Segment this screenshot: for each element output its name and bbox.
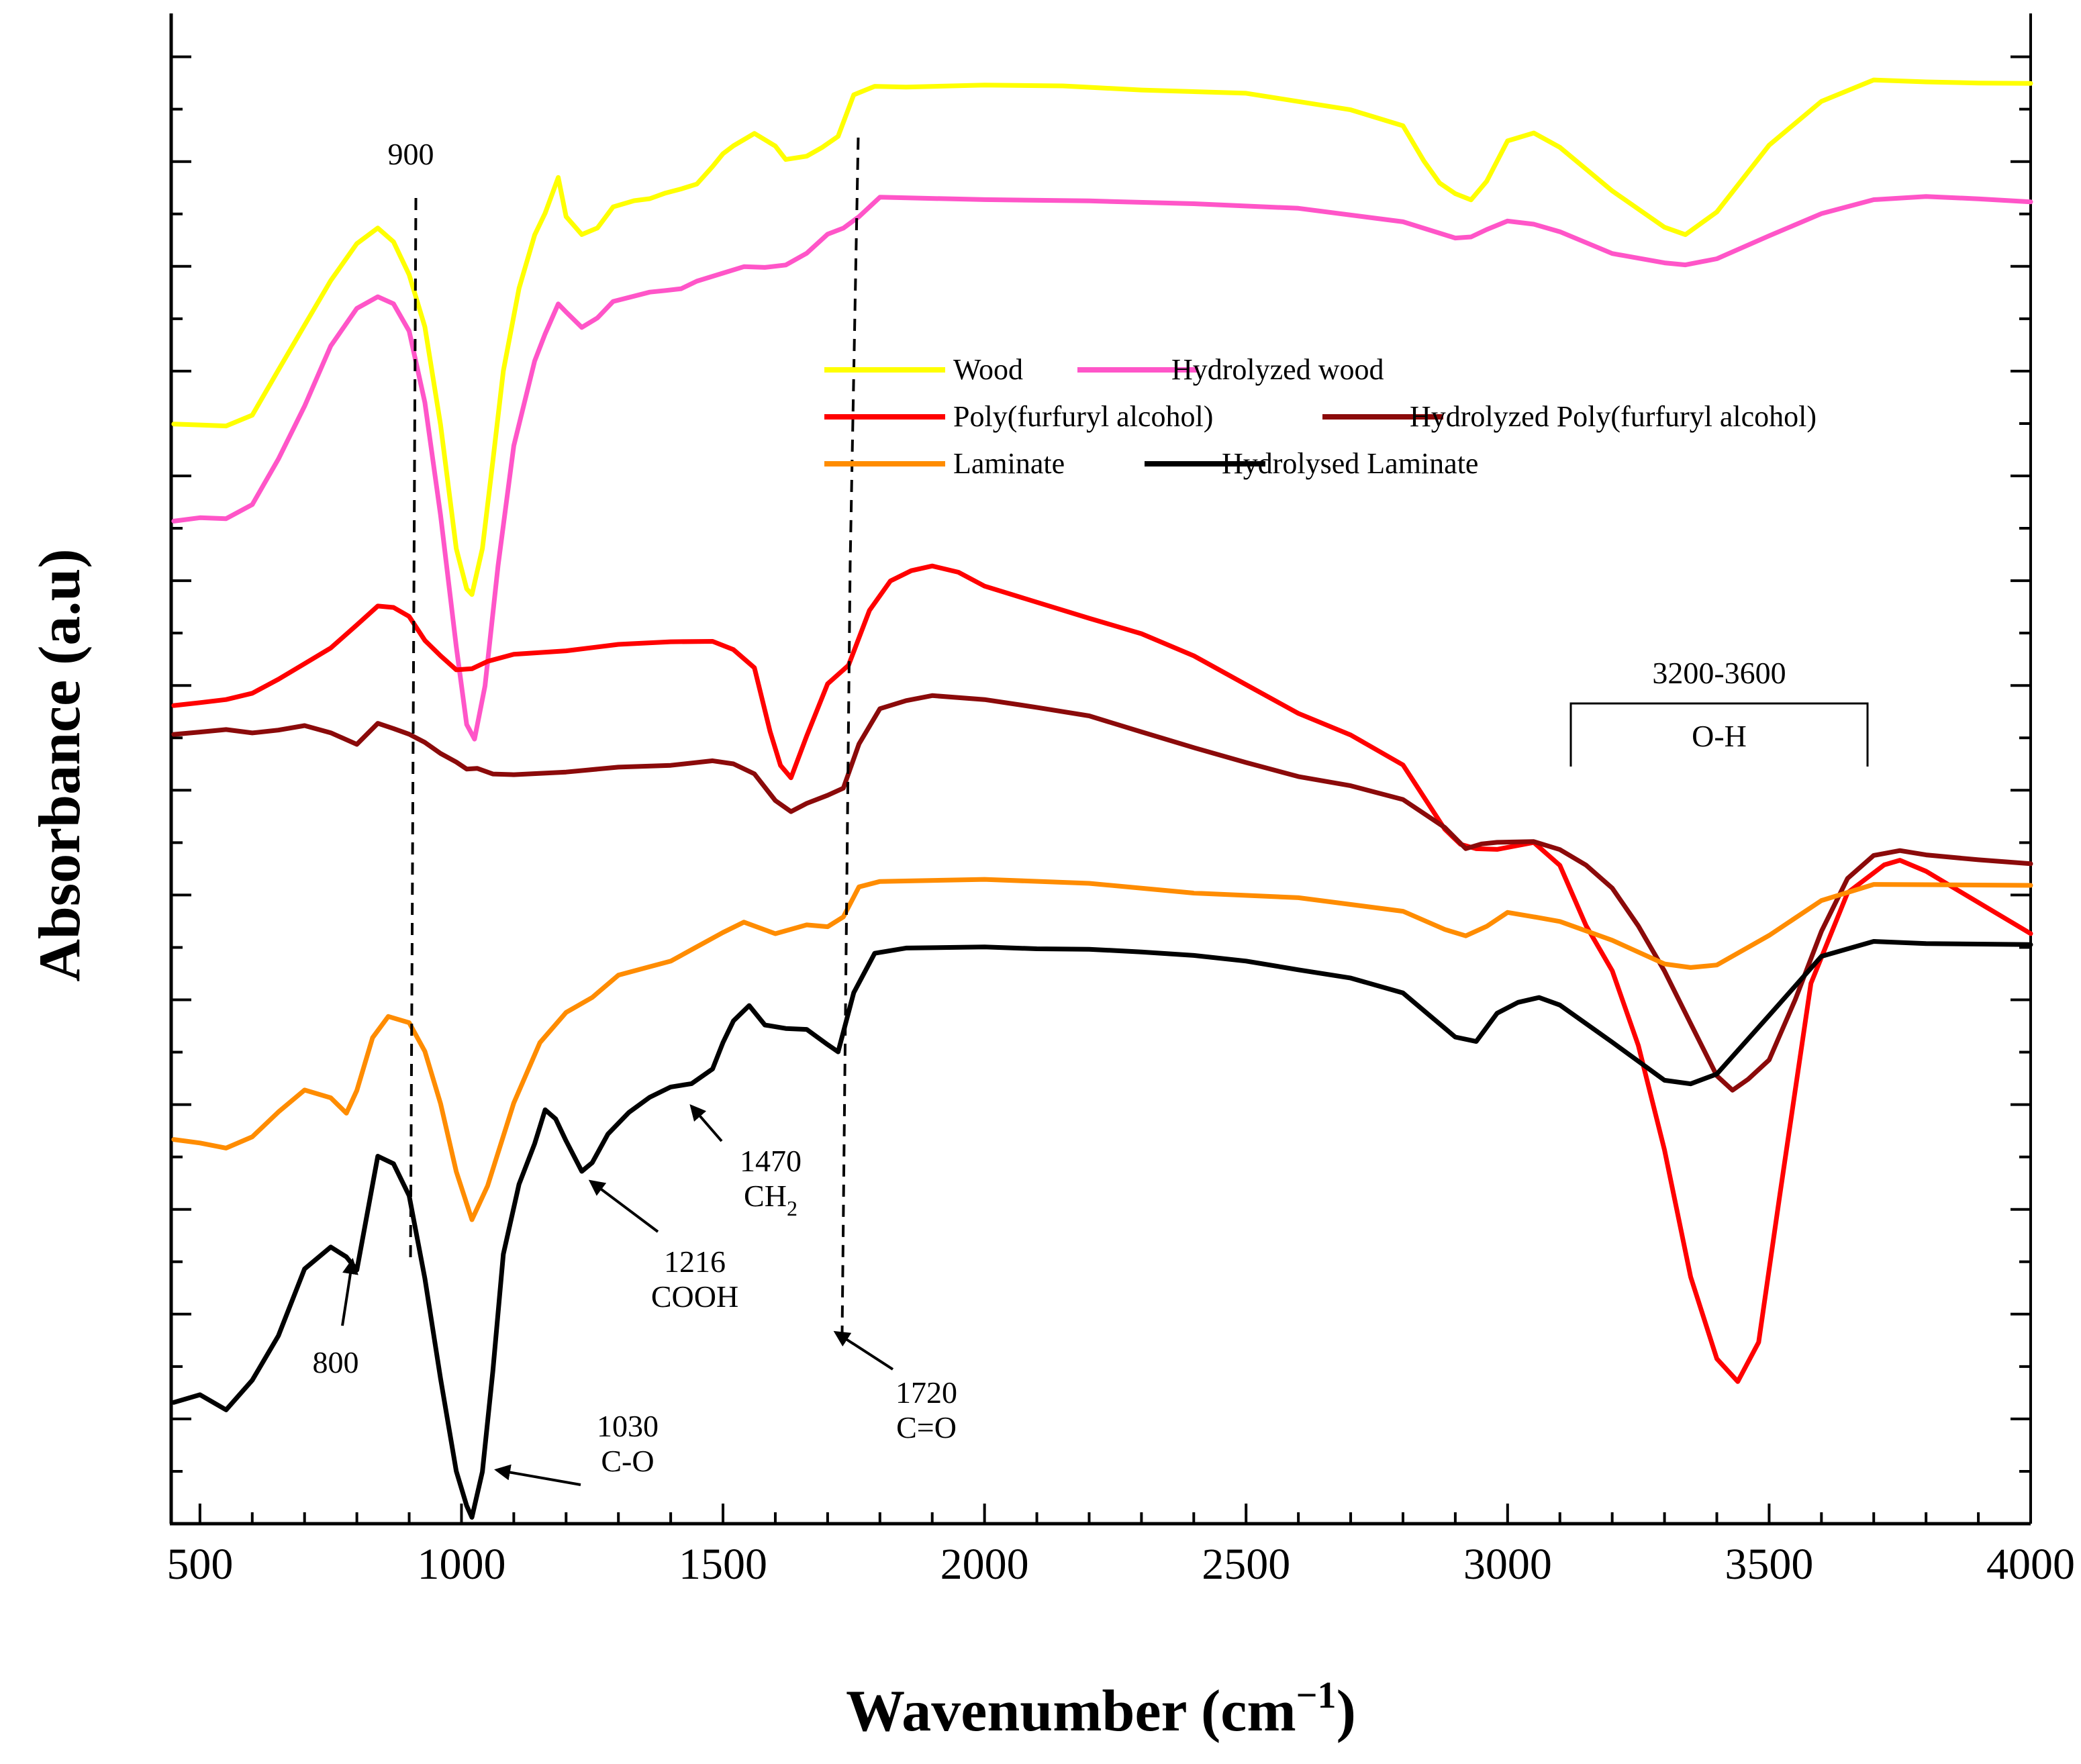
reference-lines	[409, 137, 860, 1336]
legend-label-1: Hydrolyzed wood	[1171, 353, 1384, 386]
series-layer	[171, 77, 2033, 1520]
annot-1720-line-1: C=O	[896, 1410, 957, 1444]
x-tick-label: 4000	[1986, 1540, 2075, 1589]
plot-axes	[169, 13, 2032, 1526]
x-tick-labels: 500 1000 1500 2000 2500 3000 3500 4000	[166, 1540, 2075, 1589]
annot-800-line-0: 800	[313, 1345, 359, 1379]
x-axis-title: Wavenumber (cm−1)	[846, 1675, 1356, 1744]
annot-oh-bracket	[1569, 702, 1869, 767]
annot-1216-arrow	[588, 1179, 659, 1233]
annot-1030-line-0: 1030	[597, 1409, 659, 1443]
x-tick-label: 2500	[1202, 1540, 1290, 1589]
annot-1720-line-0: 1720	[896, 1375, 957, 1410]
x-tick-label: 3000	[1463, 1540, 1552, 1589]
legend: Wood Hydrolyzed wood Poly(furfuryl alcohol…	[824, 353, 1817, 480]
annot-1470-subscript: 2	[787, 1196, 797, 1220]
annot-1720-arrow	[833, 1330, 894, 1371]
annot-1470-arrow	[689, 1104, 723, 1142]
annot-1470-line-1: CH2	[744, 1179, 797, 1220]
annot-1030-arrow	[494, 1464, 581, 1486]
annot-1470-line-0: 1470	[740, 1144, 802, 1178]
annot-800-arrow	[341, 1258, 358, 1326]
x-tick-label: 1000	[417, 1540, 505, 1589]
annot-oh-label: O-H	[1692, 719, 1747, 753]
series-line-3	[171, 693, 2033, 1093]
x-tick-label: 2000	[940, 1540, 1029, 1589]
series-line-0	[171, 77, 2033, 597]
ref-line-1720	[840, 137, 860, 1336]
series-line-4	[171, 877, 2033, 1222]
y-axis-title: Absorbance (a.u)	[28, 548, 93, 981]
x-tick-label: 500	[166, 1540, 233, 1589]
annot-oh-range: 3200-3600	[1652, 656, 1786, 690]
legend-label-3: Hydrolyzed Poly(furfuryl alcohol)	[1410, 400, 1817, 433]
annot-1030-line-1: C-O	[601, 1444, 654, 1478]
annot-1216-line-1: COOH	[651, 1279, 738, 1314]
annot-900-line-0: 900	[388, 137, 434, 171]
axis-ticks	[171, 55, 2032, 1525]
x-tick-label: 3500	[1725, 1540, 1813, 1589]
series-line-2	[171, 563, 2033, 1384]
x-tick-label: 1500	[679, 1540, 767, 1589]
legend-label-4: Laminate	[953, 447, 1065, 480]
ref-line-900	[409, 197, 418, 1259]
series-line-5	[171, 939, 2033, 1520]
series-line-1	[171, 194, 2033, 742]
annot-1216-line-0: 1216	[664, 1244, 726, 1279]
legend-label-5: Hydrolysed Laminate	[1222, 447, 1478, 480]
legend-label-2: Poly(furfuryl alcohol)	[953, 400, 1213, 433]
legend-label-0: Wood	[953, 353, 1023, 386]
